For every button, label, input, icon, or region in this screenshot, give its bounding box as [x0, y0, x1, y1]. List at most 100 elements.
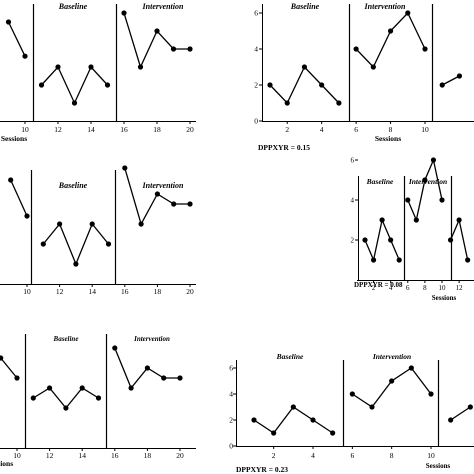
data-point	[38, 82, 45, 88]
data-point	[369, 404, 375, 410]
data-point	[40, 241, 46, 247]
x-tick-label: 14	[78, 451, 86, 460]
phase-label-intervention: Intervention	[364, 2, 406, 11]
x-tick-label: 12	[56, 287, 64, 296]
data-point	[430, 157, 437, 163]
data-point	[379, 217, 385, 223]
data-point	[95, 395, 102, 401]
data-point	[47, 385, 53, 391]
data-point	[144, 365, 150, 371]
phase-label-intervention: Intervention	[142, 181, 184, 190]
data-point	[465, 257, 471, 263]
data-point	[349, 391, 355, 397]
data-point	[439, 197, 445, 203]
series-line-phase-1	[10, 179, 28, 217]
x-tick-label: 8	[423, 284, 427, 292]
data-point	[413, 217, 419, 223]
y-tick-label: 0	[229, 442, 233, 451]
data-point	[456, 217, 462, 223]
data-point	[422, 177, 428, 183]
x-tick-label: 20	[176, 451, 184, 460]
series-line-phase-1	[7, 21, 26, 57]
data-point	[24, 213, 30, 219]
data-point	[73, 261, 79, 267]
x-tick-label: 14	[88, 287, 96, 296]
data-point	[79, 385, 85, 391]
data-point	[0, 355, 4, 361]
data-point	[154, 28, 160, 34]
data-point	[405, 197, 411, 203]
phase-label-baseline: Baseline	[290, 2, 320, 11]
data-point	[405, 10, 411, 16]
data-point	[55, 64, 61, 70]
x-axis-title: Sessions	[0, 459, 13, 468]
data-point	[439, 82, 445, 88]
phase-label-intervention: Intervention	[133, 335, 170, 343]
x-tick-label: 12	[54, 125, 62, 134]
series-line-phase-2	[355, 11, 426, 69]
data-point	[177, 375, 183, 381]
data-point	[121, 10, 127, 16]
data-point	[387, 28, 394, 34]
data-point	[187, 46, 193, 52]
phase-label-baseline: Baseline	[53, 335, 79, 343]
data-point	[112, 345, 118, 351]
data-point	[389, 378, 395, 384]
data-point	[370, 257, 377, 263]
data-point	[447, 237, 454, 243]
x-tick-label: 18	[154, 287, 162, 296]
data-point	[161, 375, 167, 381]
phase-label-intervention: Intervention	[372, 352, 411, 361]
data-point	[137, 64, 144, 70]
data-point	[301, 64, 308, 70]
y-tick-label: 6	[351, 157, 355, 165]
y-tick-label: 0	[254, 117, 258, 126]
x-tick-label: 2	[285, 125, 289, 134]
x-tick-label: 10	[439, 284, 447, 292]
y-tick-label: 2	[351, 237, 355, 245]
x-tick-label: 16	[120, 125, 128, 134]
x-tick-label: 18	[153, 125, 161, 134]
x-tick-label: 2	[372, 284, 376, 292]
series-line-phase-2	[42, 222, 110, 266]
x-tick-label: 16	[121, 287, 129, 296]
phase-label-intervention: Intervention	[408, 177, 447, 186]
data-point	[154, 191, 160, 197]
x-tick-label: 16	[111, 451, 119, 460]
data-point	[22, 53, 28, 59]
x-tick-label: 10	[23, 287, 31, 296]
series-line-phase-2	[407, 157, 443, 223]
phase-label-baseline: Baseline	[276, 352, 304, 361]
data-point	[319, 82, 325, 88]
data-point	[8, 177, 14, 183]
dppxyr-note: DPPXYR = 0.23	[236, 465, 288, 474]
data-point	[456, 73, 463, 79]
data-point	[170, 46, 177, 52]
y-tick-label: 6	[229, 364, 233, 373]
y-tick-label: 2	[229, 416, 233, 425]
data-point	[267, 82, 273, 88]
series-line-phase-3	[450, 406, 471, 421]
data-point	[63, 405, 69, 411]
x-tick-label: 6	[406, 284, 410, 292]
data-point	[388, 237, 394, 243]
series-line-phase-2	[32, 387, 99, 410]
phase-label-intervention: Intervention	[142, 2, 184, 11]
data-point	[122, 165, 128, 171]
data-point	[408, 365, 414, 371]
x-tick-label: 2	[272, 451, 276, 460]
chart-panel-2: 2 4 6 8 10 0 2 4 6 Baseline Intervention Sessions DP…	[254, 2, 474, 152]
x-tick-label: 12	[46, 451, 54, 460]
y-tick-label: 4	[229, 390, 233, 399]
series-line-phase-1	[269, 65, 340, 105]
data-point	[187, 201, 193, 207]
x-axis-title: Sessions	[426, 462, 451, 470]
data-point	[290, 404, 296, 410]
x-tick-label: 10	[21, 125, 29, 134]
data-point	[138, 221, 144, 227]
data-point	[71, 100, 78, 106]
data-point	[30, 395, 36, 401]
chart-panel-3: 10 12 14 16 18 20 Baseline Intervention	[0, 165, 196, 296]
x-tick-label: 8	[390, 451, 394, 460]
